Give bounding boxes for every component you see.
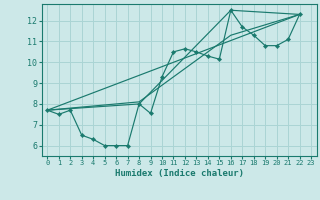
- X-axis label: Humidex (Indice chaleur): Humidex (Indice chaleur): [115, 169, 244, 178]
